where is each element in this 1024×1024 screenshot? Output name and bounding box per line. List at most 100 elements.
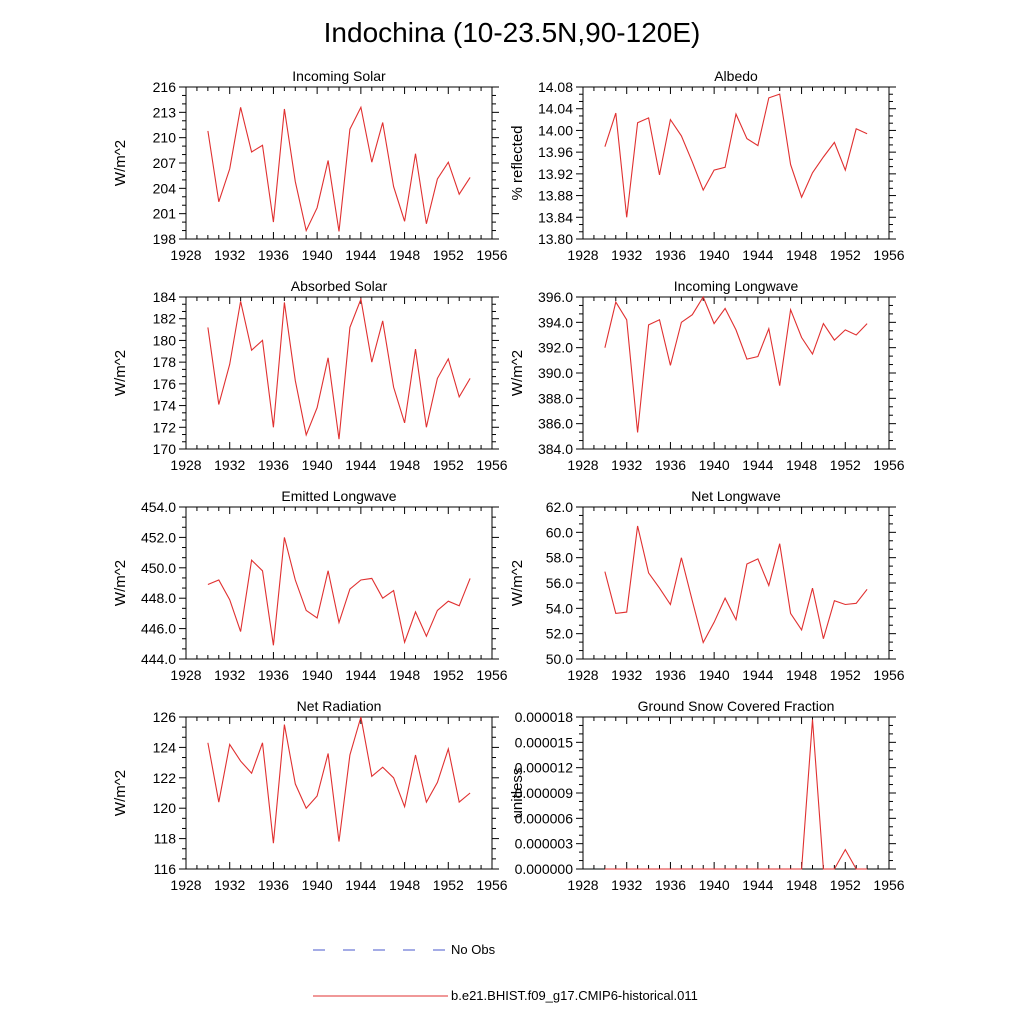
x-tick-label: 1952 xyxy=(830,247,861,263)
panel-title-absorbed-solar: Absorbed Solar xyxy=(291,278,388,294)
plot-frame xyxy=(185,86,493,240)
x-tick-label: 1936 xyxy=(258,667,289,683)
y-tick-label: 392.0 xyxy=(538,340,573,356)
panel-absorbed-solar: Absorbed Solar 1928 1932 1936 1940 1944 1948 19… xyxy=(112,278,508,473)
panel-title-incoming-longwave: Incoming Longwave xyxy=(674,278,799,294)
x-tick-label: 1944 xyxy=(742,877,773,893)
x-tick-label: 1940 xyxy=(302,877,333,893)
y-tick-label: 204 xyxy=(153,180,177,196)
y-tick-label: 52.0 xyxy=(546,626,573,642)
x-tick-label: 1932 xyxy=(611,877,642,893)
plot-frame xyxy=(582,506,890,660)
y-tick-label: 13.92 xyxy=(538,166,573,182)
y-tick-label: 122 xyxy=(153,770,177,786)
x-tick-label: 1956 xyxy=(476,877,507,893)
y-tick-label: 118 xyxy=(154,831,177,847)
y-tick-label: 384.0 xyxy=(538,441,573,457)
legend: No Obs b.e21.BHIST.f09_g17.CMIP6-histori… xyxy=(313,942,698,1003)
y-tick-label: 13.88 xyxy=(538,188,573,204)
y-tick-label: 180 xyxy=(153,332,177,348)
y-tick-label: 56.0 xyxy=(546,575,573,591)
y-tick-label: 116 xyxy=(154,861,177,877)
y-tick-label: 450.0 xyxy=(141,560,176,576)
x-tick-label: 1956 xyxy=(476,247,507,263)
y-tick-label: 178 xyxy=(153,354,177,370)
y-tick-label: 0.000012 xyxy=(515,760,574,776)
y-tick-label: 13.96 xyxy=(538,144,573,160)
x-tick-label: 1948 xyxy=(786,457,817,473)
panel-emitted-longwave: Emitted Longwave 1928 1932 1936 1940 1944 1948… xyxy=(112,488,508,683)
panel-title-albedo: Albedo xyxy=(714,68,758,84)
x-tick-label: 1932 xyxy=(611,247,642,263)
legend-label-model: b.e21.BHIST.f09_g17.CMIP6-historical.011 xyxy=(451,988,698,1003)
x-tick-label: 1936 xyxy=(655,247,686,263)
x-tick-label: 1940 xyxy=(699,247,730,263)
x-tick-label: 1948 xyxy=(786,877,817,893)
y-axis-label: % reflected xyxy=(509,125,526,200)
y-tick-label: 14.08 xyxy=(538,79,573,95)
plot-frame xyxy=(185,296,493,450)
x-tick-label: 1928 xyxy=(170,247,201,263)
panel-net-radiation: Net Radiation 1928 1932 1936 1940 1944 1948 195… xyxy=(112,698,508,893)
series-line-net-longwave xyxy=(604,525,868,644)
y-tick-label: 0.000006 xyxy=(515,810,574,826)
series-line-ground-snow-covered-fraction xyxy=(604,719,868,870)
x-tick-label: 1932 xyxy=(214,457,245,473)
x-tick-label: 1952 xyxy=(830,667,861,683)
figure-title: Indochina (10-23.5N,90-120E) xyxy=(324,17,701,48)
y-tick-label: 0.000003 xyxy=(515,836,574,852)
y-tick-label: 170 xyxy=(153,441,177,457)
y-tick-label: 174 xyxy=(153,398,177,414)
x-tick-label: 1936 xyxy=(258,457,289,473)
panel-grid: Incoming Solar 1928 1932 1936 1940 1944 1948 19… xyxy=(112,68,905,893)
y-tick-label: 452.0 xyxy=(141,529,176,545)
y-tick-label: 386.0 xyxy=(538,416,573,432)
y-tick-label: 210 xyxy=(153,130,177,146)
x-tick-label: 1928 xyxy=(567,247,598,263)
panel-albedo: Albedo 1928 1932 1936 1940 1944 1948 1952 1956 13… xyxy=(509,68,905,263)
legend-label-no-obs: No Obs xyxy=(451,942,496,957)
plot-frame xyxy=(185,716,493,870)
x-tick-label: 1932 xyxy=(611,667,642,683)
y-tick-label: 60.0 xyxy=(546,524,573,540)
x-tick-label: 1940 xyxy=(699,667,730,683)
x-tick-label: 1928 xyxy=(567,667,598,683)
y-tick-label: 216 xyxy=(153,79,177,95)
y-axis-label: unitless xyxy=(509,768,526,819)
x-tick-label: 1956 xyxy=(476,457,507,473)
y-tick-label: 13.84 xyxy=(538,209,573,225)
x-tick-label: 1948 xyxy=(389,667,420,683)
y-tick-label: 58.0 xyxy=(546,550,573,566)
y-axis-label: W/m^2 xyxy=(112,770,129,816)
x-tick-label: 1928 xyxy=(170,877,201,893)
x-tick-label: 1940 xyxy=(302,247,333,263)
y-tick-label: 396.0 xyxy=(538,289,573,305)
y-axis-label: W/m^2 xyxy=(509,350,526,396)
y-tick-label: 54.0 xyxy=(546,600,573,616)
x-tick-label: 1940 xyxy=(699,877,730,893)
y-tick-label: 394.0 xyxy=(538,314,573,330)
series-line-albedo xyxy=(604,93,868,218)
x-tick-label: 1940 xyxy=(302,667,333,683)
x-tick-label: 1956 xyxy=(873,457,904,473)
y-tick-label: 14.00 xyxy=(538,122,573,138)
x-tick-label: 1956 xyxy=(873,247,904,263)
y-tick-label: 124 xyxy=(153,739,177,755)
y-tick-label: 198 xyxy=(153,231,177,247)
y-tick-label: 454.0 xyxy=(141,499,176,515)
y-tick-label: 0.000009 xyxy=(515,785,574,801)
x-tick-label: 1928 xyxy=(567,457,598,473)
x-tick-label: 1952 xyxy=(830,457,861,473)
y-tick-label: 184 xyxy=(153,289,177,305)
plot-frame xyxy=(582,296,890,450)
x-tick-label: 1952 xyxy=(433,247,464,263)
panel-ground-snow-covered-fraction: Ground Snow Covered Fraction 1928 1932 1936… xyxy=(509,698,905,893)
y-axis-label: W/m^2 xyxy=(112,560,129,606)
x-tick-label: 1932 xyxy=(214,247,245,263)
x-tick-label: 1956 xyxy=(873,667,904,683)
x-tick-label: 1944 xyxy=(345,247,376,263)
y-tick-label: 0.000015 xyxy=(515,734,574,750)
panel-incoming-longwave: Incoming Longwave 1928 1932 1936 1940 1944 194… xyxy=(509,278,905,473)
x-tick-label: 1952 xyxy=(830,877,861,893)
y-axis-label: W/m^2 xyxy=(112,140,129,186)
